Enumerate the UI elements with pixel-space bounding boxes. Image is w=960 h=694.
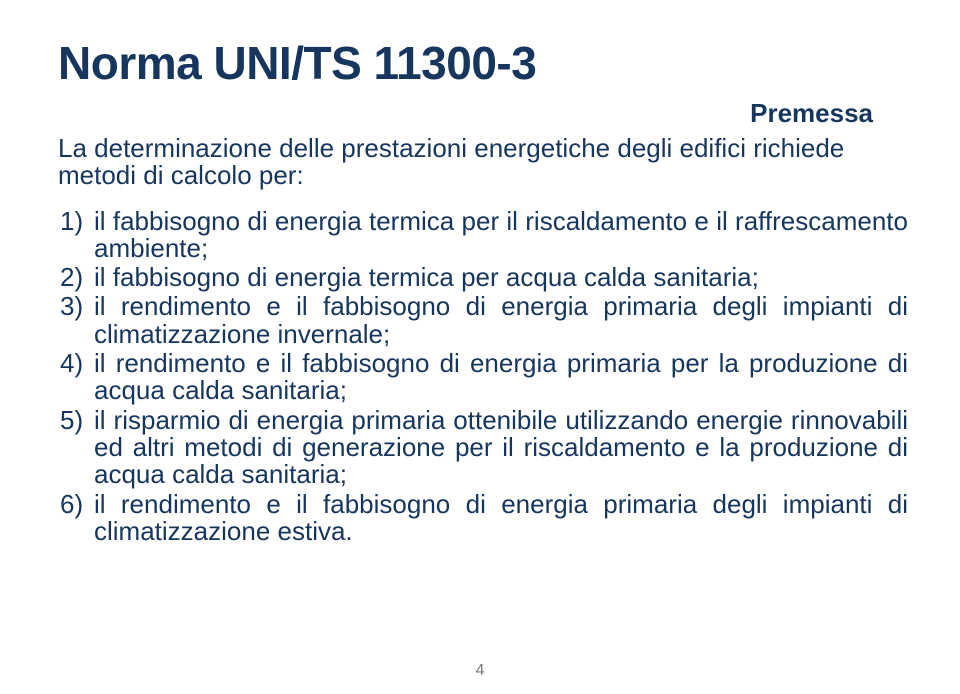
list-item-number: 2) (60, 264, 94, 291)
page-number: 4 (0, 662, 960, 680)
list-item: 5)il risparmio di energia primaria otten… (60, 407, 908, 489)
ordered-list: 1)il fabbisogno di energia termica per i… (60, 208, 908, 546)
slide: Norma UNI/TS 11300-3 Premessa La determi… (0, 0, 960, 694)
list-item: 2)il fabbisogno di energia termica per a… (60, 264, 908, 291)
slide-subtitle: Premessa (58, 98, 908, 129)
list-item: 6)il rendimento e il fabbisogno di energ… (60, 491, 908, 546)
list-item-number: 1) (60, 208, 94, 263)
list-item: 1)il fabbisogno di energia termica per i… (60, 208, 908, 263)
slide-title: Norma UNI/TS 11300-3 (58, 36, 908, 90)
list-item-text: il fabbisogno di energia termica per acq… (94, 264, 908, 291)
list-item: 3)il rendimento e il fabbisogno di energ… (60, 293, 908, 348)
list-item-text: il rendimento e il fabbisogno di energia… (94, 491, 908, 546)
list-item-number: 5) (60, 407, 94, 489)
list-item-number: 3) (60, 293, 94, 348)
list-item-text: il risparmio di energia primaria ottenib… (94, 407, 908, 489)
list-item-text: il rendimento e il fabbisogno di energia… (94, 293, 908, 348)
intro-paragraph: La determinazione delle prestazioni ener… (58, 135, 908, 190)
list-item: 4)il rendimento e il fabbisogno di energ… (60, 350, 908, 405)
list-item-number: 4) (60, 350, 94, 405)
list-item-text: il fabbisogno di energia termica per il … (94, 208, 908, 263)
list-item-number: 6) (60, 491, 94, 546)
list-item-text: il rendimento e il fabbisogno di energia… (94, 350, 908, 405)
